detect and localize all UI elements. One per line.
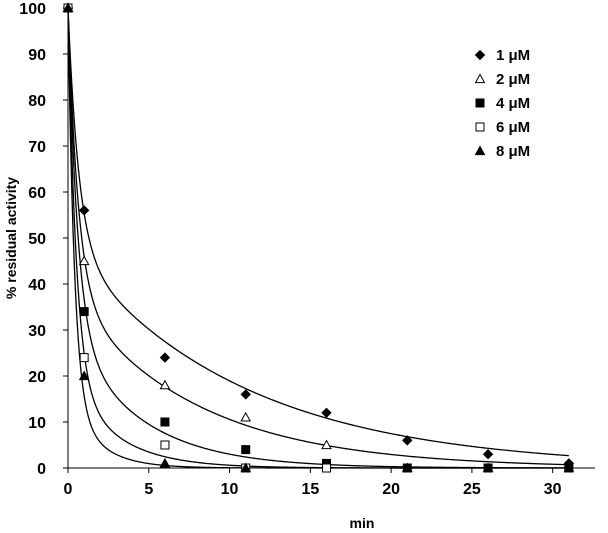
x-tick-label: 20 [382,481,400,498]
data-point [321,407,332,419]
data-point [240,462,252,473]
fit-curve [67,7,569,457]
y-tick-label: 40 [28,277,46,294]
legend-marker [474,73,486,84]
x-tick-label: 10 [221,481,239,498]
legend-label: 4 μM [496,95,530,112]
data-point [402,463,412,473]
legend-marker [475,98,485,108]
y-tick-label: 90 [28,47,46,64]
y-tick-label: 60 [28,185,46,202]
y-tick-label: 30 [28,323,46,340]
data-points [62,2,575,473]
legend-marker [474,145,486,156]
data-point [62,2,74,13]
legend-label: 8 μM [496,143,530,160]
data-point [78,255,90,266]
fit-curve [67,7,569,466]
x-tick-label: 15 [301,481,319,498]
data-point [159,379,171,390]
x-tick-label: 0 [64,481,73,498]
fit-curve [67,7,569,469]
data-point [79,353,89,363]
x-tick-label: 25 [463,481,481,498]
data-point [159,352,171,363]
axes: 0 10 20 30 40 50 60 70 80 90 100 0 5 10 15 20 25 30 [19,1,595,498]
y-tick-label: 20 [28,369,46,386]
data-point [160,440,170,450]
x-axis-title: min [350,515,375,531]
data-point [322,463,331,473]
legend-label: 2 μM [496,71,530,88]
y-tick-label: 0 [37,461,46,478]
x-tick-label: 5 [144,481,153,498]
legend-marker [474,49,486,61]
data-point [483,463,493,473]
data-point [402,435,413,446]
data-point [160,417,170,427]
data-point [78,205,90,216]
fit-curves [67,7,569,469]
y-tick-label: 100 [19,1,46,18]
x-tick-label: 30 [544,481,562,498]
y-tick-label: 10 [28,415,46,432]
fit-curve [67,7,569,469]
data-point [240,389,251,400]
legend-label: 6 μM [496,119,530,136]
data-point [564,463,574,473]
fit-curve [67,7,569,469]
data-point [241,445,251,455]
legend-marker [475,122,485,132]
data-point [482,448,494,460]
data-point [78,370,90,381]
y-axis-title: % residual activity [3,177,19,299]
y-tick-label: 70 [28,139,46,156]
data-point [240,411,252,422]
data-point [159,457,171,468]
data-point [321,439,332,450]
data-point [79,307,89,317]
y-tick-label: 50 [28,231,46,248]
legend-label: 1 μM [496,47,530,64]
y-tick-label: 80 [28,93,46,110]
legend: 1 μM 2 μM 4 μM 6 μM 8 μM [474,47,530,160]
